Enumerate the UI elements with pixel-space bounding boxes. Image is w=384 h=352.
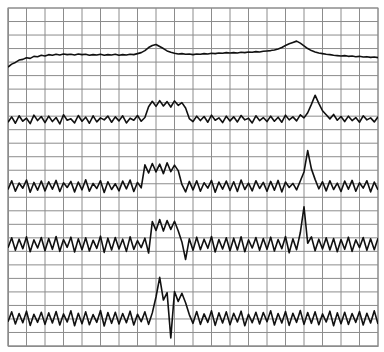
grid-line-y bbox=[8, 305, 378, 306]
chart bbox=[0, 0, 384, 352]
grid-line-y bbox=[8, 291, 378, 292]
grid-line-x bbox=[359, 8, 360, 346]
grid-line-y bbox=[8, 75, 378, 76]
grid-line-x bbox=[267, 8, 268, 346]
grid-line-x bbox=[193, 8, 194, 346]
grid-line-y bbox=[8, 237, 378, 238]
grid-line-x bbox=[304, 8, 305, 346]
grid-line-x bbox=[285, 8, 286, 346]
grid-line-x bbox=[341, 8, 342, 346]
grid-line-y bbox=[8, 170, 378, 171]
grid-line-y bbox=[8, 224, 378, 225]
grid-line-y bbox=[8, 197, 378, 198]
grid-line-y bbox=[8, 21, 378, 22]
grid bbox=[8, 8, 378, 346]
trace-line bbox=[8, 151, 378, 193]
grid-line-x bbox=[230, 8, 231, 346]
trace-line bbox=[8, 95, 378, 124]
grid-line-x bbox=[100, 8, 101, 346]
grid-line-y bbox=[8, 143, 378, 144]
grid-line-y bbox=[8, 129, 378, 130]
grid-line-x bbox=[211, 8, 212, 346]
grid-line-x bbox=[248, 8, 249, 346]
grid-line-y bbox=[8, 210, 378, 211]
trace-line bbox=[8, 207, 378, 260]
grid-line-x bbox=[82, 8, 83, 346]
traces bbox=[8, 41, 378, 338]
grid-line-y bbox=[8, 35, 378, 36]
plot-frame bbox=[8, 8, 378, 346]
grid-line-x bbox=[45, 8, 46, 346]
grid-line-y bbox=[8, 156, 378, 157]
grid-line-y bbox=[8, 278, 378, 279]
grid-line-x bbox=[322, 8, 323, 346]
grid-line-y bbox=[8, 332, 378, 333]
grid-line-x bbox=[137, 8, 138, 346]
grid-line-y bbox=[8, 318, 378, 319]
grid-line-y bbox=[8, 264, 378, 265]
trace-line bbox=[8, 41, 378, 67]
grid-line-y bbox=[8, 62, 378, 63]
plot bbox=[8, 8, 379, 347]
grid-line-x bbox=[63, 8, 64, 346]
grid-line-y bbox=[8, 89, 378, 90]
grid-line-y bbox=[8, 48, 378, 49]
grid-line-x bbox=[119, 8, 120, 346]
grid-line-y bbox=[8, 102, 378, 103]
trace-line bbox=[8, 277, 378, 338]
